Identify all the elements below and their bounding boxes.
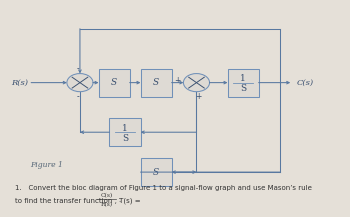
Text: R(s): R(s)	[11, 79, 28, 87]
Text: S: S	[153, 168, 159, 177]
FancyBboxPatch shape	[141, 69, 172, 97]
Text: C(s): C(s)	[100, 193, 112, 198]
Text: -: -	[77, 92, 80, 101]
FancyBboxPatch shape	[228, 69, 259, 97]
Text: Figure 1: Figure 1	[30, 161, 63, 169]
Text: 1: 1	[122, 123, 128, 133]
Text: +: +	[175, 76, 181, 85]
Text: C(s): C(s)	[296, 79, 314, 87]
Text: 1: 1	[240, 74, 246, 83]
FancyBboxPatch shape	[110, 118, 141, 146]
Text: S: S	[111, 78, 117, 87]
Text: R(s): R(s)	[100, 202, 112, 207]
Text: to find the transfer function , T(s) =: to find the transfer function , T(s) =	[15, 197, 140, 204]
Text: S: S	[153, 78, 159, 87]
FancyBboxPatch shape	[141, 158, 172, 186]
Text: -: -	[77, 64, 80, 73]
Text: S: S	[240, 84, 246, 93]
Text: .: .	[118, 197, 120, 203]
Text: S: S	[122, 134, 128, 143]
Text: +: +	[195, 92, 201, 101]
Circle shape	[67, 74, 93, 92]
FancyBboxPatch shape	[99, 69, 130, 97]
Circle shape	[183, 74, 210, 92]
Text: 1.   Convert the bloc diagram of Figure 1 to a signal-flow graph and use Mason’s: 1. Convert the bloc diagram of Figure 1 …	[15, 185, 312, 191]
